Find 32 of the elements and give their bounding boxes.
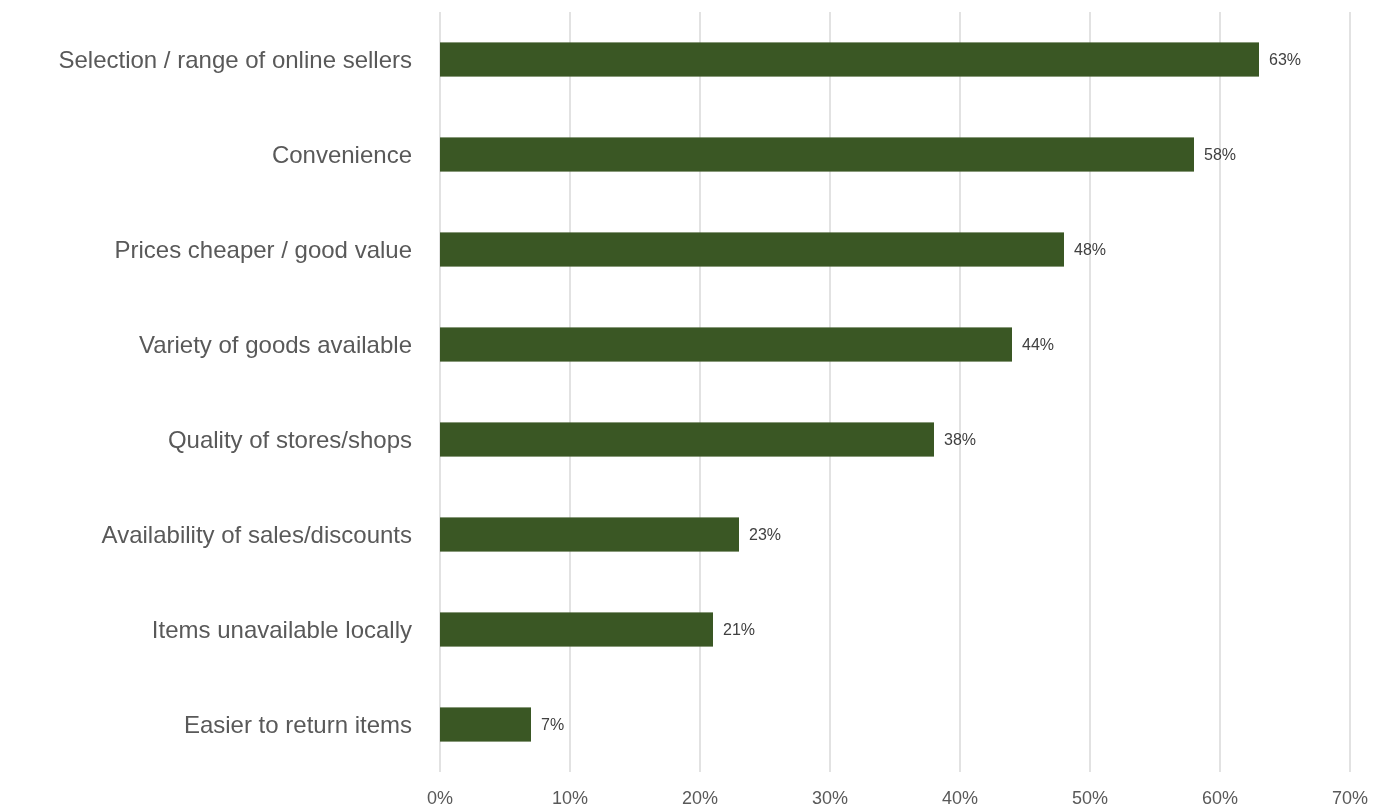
bar — [440, 612, 713, 647]
y-tick-label: Selection / range of online sellers — [58, 45, 412, 73]
y-tick-label: Quality of stores/shops — [167, 425, 412, 453]
data-label: 44% — [1022, 336, 1055, 354]
y-tick-label: Easier to return items — [183, 710, 412, 738]
data-label: 23% — [749, 526, 782, 544]
bar — [440, 42, 1259, 77]
data-label: 38% — [944, 431, 977, 449]
x-tick-label: 20% — [681, 788, 719, 808]
data-label: 48% — [1074, 241, 1107, 259]
x-tick-label: 40% — [941, 788, 979, 808]
data-label: 58% — [1204, 146, 1237, 164]
bar — [440, 232, 1064, 267]
x-tick-label: 10% — [551, 788, 589, 808]
bar — [440, 422, 934, 457]
y-tick-label: Items unavailable locally — [151, 615, 412, 643]
y-tick-label: Variety of goods available — [138, 330, 412, 358]
bar — [440, 327, 1012, 362]
x-tick-label: 30% — [811, 788, 849, 808]
x-tick-label: 0% — [426, 788, 454, 808]
data-label: 7% — [541, 716, 565, 734]
y-tick-label: Convenience — [271, 140, 412, 168]
y-tick-label: Availability of sales/discounts — [101, 520, 412, 548]
x-tick-label: 60% — [1201, 788, 1239, 808]
x-tick-label: 50% — [1071, 788, 1109, 808]
bar — [440, 517, 739, 552]
bar — [440, 137, 1194, 172]
data-label: 21% — [723, 621, 756, 639]
bar — [440, 707, 531, 742]
data-label: 63% — [1269, 51, 1302, 69]
y-tick-label: Prices cheaper / good value — [114, 235, 412, 263]
x-tick-label: 70% — [1331, 788, 1369, 808]
